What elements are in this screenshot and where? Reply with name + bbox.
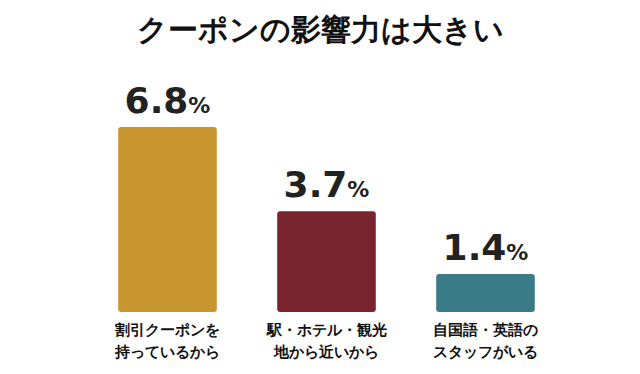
bar — [277, 211, 376, 312]
x-tick: 割引クーポンを持っているから — [114, 321, 220, 361]
x-tick-label-line: スタッフがいる — [433, 343, 538, 361]
bars — [118, 127, 535, 312]
background — [0, 0, 640, 374]
data-labels: 6.8%3.7%1.4% — [125, 80, 529, 268]
data-label-unit: % — [506, 240, 528, 265]
x-tick-label-line: 割引クーポンを — [114, 321, 220, 339]
x-tick-label-line: 自国語・英語の — [433, 321, 538, 339]
x-tick: 駅・ホテル・観光地から近いから — [266, 321, 387, 361]
x-tick-label-line: 地から近いから — [273, 343, 379, 361]
x-tick-label: 自国語・英語のスタッフがいる — [433, 321, 538, 361]
data-label-number: 6.8 — [125, 80, 189, 121]
x-tick-label: 割引クーポンを持っているから — [114, 321, 220, 361]
data-label: 6.8% — [125, 80, 211, 121]
chart: クーポンの影響力は大きい6.8%3.7%1.4%割引クーポンを持っているから駅・… — [0, 0, 640, 374]
data-label-number: 1.4 — [443, 227, 507, 268]
x-tick: 自国語・英語のスタッフがいる — [433, 321, 538, 361]
x-axis: 割引クーポンを持っているから 駅・ホテル・観光地から近いから 自国語・英語のスタッフ… — [114, 321, 538, 361]
data-label-unit: % — [347, 177, 369, 202]
x-tick-label: 駅・ホテル・観光地から近いから — [266, 321, 387, 361]
bar — [118, 127, 217, 312]
bar — [436, 274, 535, 312]
data-label: 1.4% — [443, 227, 529, 268]
data-label: 3.7% — [284, 164, 370, 205]
x-tick-label-line: 持っているから — [114, 343, 220, 361]
title: クーポンの影響力は大きい — [137, 12, 504, 47]
data-label-unit: % — [188, 93, 210, 118]
x-tick-label-line: 駅・ホテル・観光 — [266, 321, 387, 339]
data-label-number: 3.7 — [284, 164, 348, 205]
